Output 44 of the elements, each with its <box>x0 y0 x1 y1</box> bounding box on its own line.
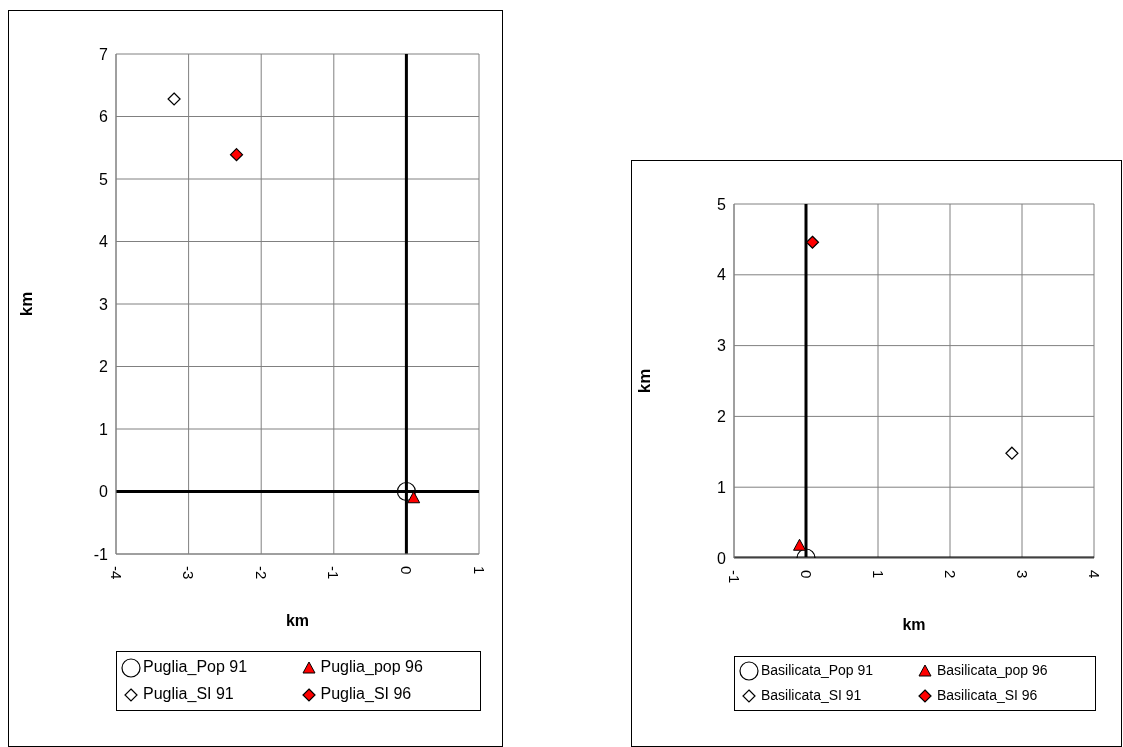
point <box>1005 446 1019 460</box>
legend-label: Basilicata_pop 96 <box>937 661 1048 678</box>
point <box>229 148 244 162</box>
x-tick-label: 0 <box>797 570 815 579</box>
y-tick-label: 5 <box>717 195 727 213</box>
y-tick-label: 7 <box>99 45 109 63</box>
y-tick-label: -1 <box>93 545 109 563</box>
x-tick-label: -1 <box>325 566 343 580</box>
legend-label: Puglia_SI 91 <box>143 684 234 702</box>
legend-label: Puglia_SI 96 <box>320 684 412 702</box>
legend-label: Basilicata_SI 91 <box>761 686 862 703</box>
y-tick-label: 3 <box>99 295 109 313</box>
x-tick-label: -3 <box>180 566 198 580</box>
y-axis-title: km <box>635 368 655 394</box>
legend-label: Puglia_Pop 91 <box>143 657 248 675</box>
y-tick-label: 1 <box>99 420 109 438</box>
x-tick-label: -4 <box>107 566 125 580</box>
point <box>407 491 421 504</box>
x-tick-label: 3 <box>1013 570 1031 579</box>
y-tick-label: 3 <box>717 337 727 355</box>
x-tick-label: -2 <box>252 566 270 580</box>
point <box>793 538 807 551</box>
y-tick-label: 5 <box>99 170 109 188</box>
y-tick-label: 4 <box>99 233 109 251</box>
y-tick-label: 2 <box>99 358 109 376</box>
legend-label: Puglia_pop 96 <box>320 657 423 675</box>
point <box>396 481 416 502</box>
point <box>167 92 181 106</box>
x-tick-label: 0 <box>397 566 415 575</box>
y-tick-label: 6 <box>99 108 109 126</box>
x-tick-label: 4 <box>1085 570 1103 579</box>
x-tick-label: 2 <box>941 570 959 579</box>
x-axis-title: km <box>285 612 310 629</box>
x-tick-label: 1 <box>470 566 488 575</box>
y-axis-title: km <box>17 291 37 317</box>
point <box>805 235 820 249</box>
legend-label: Basilicata_SI 96 <box>937 686 1038 703</box>
y-tick-label: 2 <box>717 408 727 426</box>
x-tick-label: 1 <box>869 570 887 579</box>
legend-label: Basilicata_Pop 91 <box>761 661 874 678</box>
y-tick-label: 0 <box>99 483 109 501</box>
y-tick-label: 4 <box>717 266 727 284</box>
y-tick-label: 1 <box>717 478 727 496</box>
x-axis-title: km <box>902 616 926 633</box>
